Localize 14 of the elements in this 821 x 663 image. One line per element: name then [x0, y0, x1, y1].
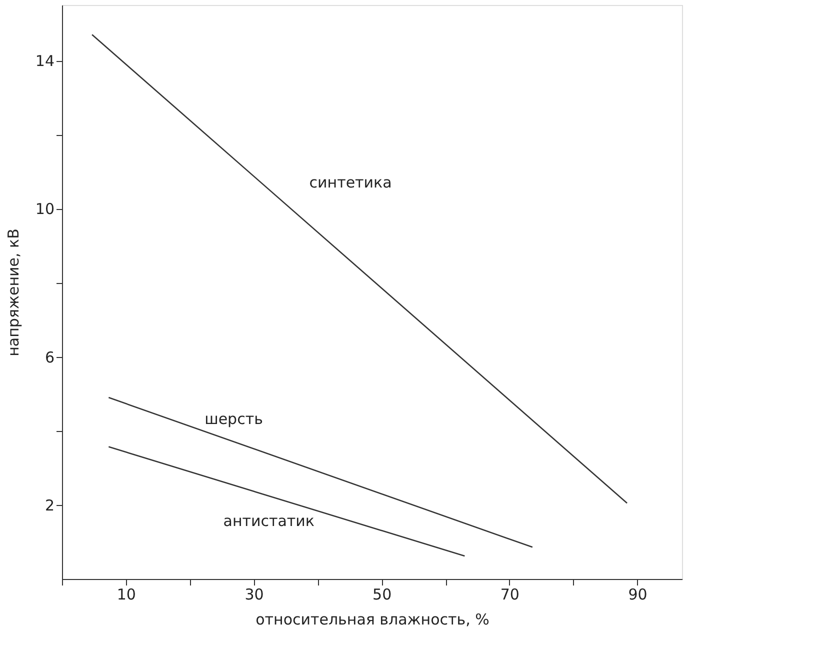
y-tick-label: 2 — [44, 496, 54, 514]
series-label: шерсть — [204, 410, 263, 428]
x-tick-label: 90 — [628, 586, 648, 604]
x-tick-label: 30 — [244, 586, 264, 604]
y-tick-label: 14 — [35, 52, 54, 70]
y-tick-label: 10 — [35, 200, 54, 218]
series-label: синтетика — [309, 174, 392, 192]
x-tick-label: 70 — [500, 586, 520, 604]
y-axis-title: напряжение, кВ — [4, 228, 22, 356]
x-tick-label: 10 — [116, 586, 136, 604]
x-tick-label: 50 — [372, 586, 392, 604]
series-label: антистатик — [223, 512, 314, 530]
y-tick-label: 6 — [44, 348, 54, 366]
x-axis-title: относительная влажность, % — [256, 610, 490, 628]
